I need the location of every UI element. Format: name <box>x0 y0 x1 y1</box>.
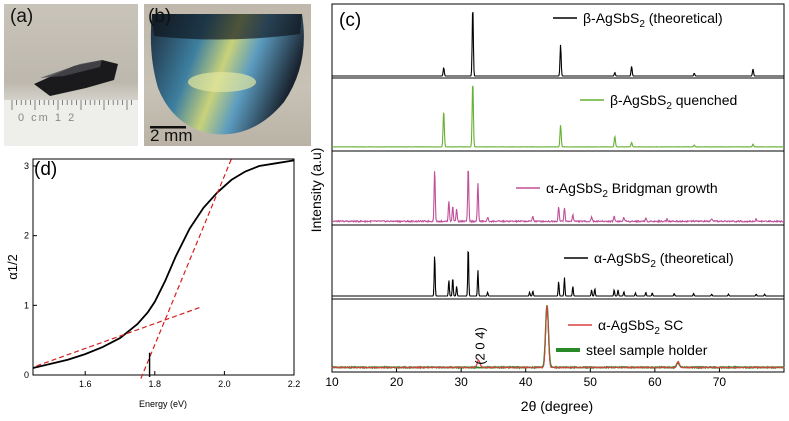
legend-label: steel sample holder <box>586 342 708 358</box>
xrd-chart: 10 20 30 40 50 60 70 β-AgSbS2 (theoretical) β-A… <box>308 3 785 414</box>
y-tick-label: 3 <box>24 161 29 171</box>
x-axis-label: 2θ (degree) <box>521 398 593 414</box>
x-tick-label: 2.0 <box>218 379 231 389</box>
panel-label-d: (d) <box>34 159 57 180</box>
peak-annotation: (2 0 4) <box>473 327 488 365</box>
x-tick-label: 20 <box>390 375 404 389</box>
xrd-trace <box>331 305 785 370</box>
photo-panel-b: (b) 2 mm <box>144 4 311 146</box>
x-tick-label: 30 <box>454 375 468 389</box>
xrd-trace <box>331 170 785 224</box>
x-tick-label: 40 <box>519 375 533 389</box>
x-axis-label: Energy (eV) <box>139 399 187 409</box>
ruler-text: 0 cm 1 2 <box>18 112 77 124</box>
x-tick-label: 60 <box>648 375 662 389</box>
absorption-curve <box>32 159 295 369</box>
x-tick-label: 2.2 <box>288 379 301 389</box>
panel-label-c: (c) <box>339 10 361 31</box>
y-tick-label: 0 <box>24 370 29 380</box>
xrd-trace <box>331 305 785 370</box>
xrd-trace <box>331 85 785 148</box>
x-tick-label: 10 <box>325 375 339 389</box>
y-tick-label: 1 <box>24 300 29 310</box>
x-tick-label: 1.8 <box>149 379 162 389</box>
crystal-photo-b <box>150 14 304 135</box>
xrd-trace <box>331 305 785 369</box>
legend-label: α-AgSbS2 SC <box>598 317 683 337</box>
x-tick-label: 70 <box>713 375 727 389</box>
y-axis-label: α1/2 <box>5 254 20 280</box>
legend-label: β-AgSbS2 (theoretical) <box>583 10 723 30</box>
photo-panel-a: 0 cm 1 2 (a) <box>4 4 138 146</box>
y-axis-label: Intensity (a.u) <box>308 148 324 233</box>
tangent-line <box>36 306 201 367</box>
legend-label: α-AgSbS2 Bridgman growth <box>546 180 718 200</box>
y-tick-label: 2 <box>24 231 29 241</box>
tangent-line <box>140 158 232 379</box>
xrd-trace <box>332 250 784 297</box>
x-tick-label: 50 <box>584 375 598 389</box>
crystal-photo-a <box>4 60 138 146</box>
scale-bar-label: 2 mm <box>150 126 193 145</box>
x-tick-label: 1.6 <box>79 379 92 389</box>
xrd-trace <box>332 11 784 77</box>
legend-label: α-AgSbS2 (theoretical) <box>594 250 734 270</box>
absorption-chart: 1.6 1.8 2.0 2.2 0 1 2 3 Energy (eV) α1/2 (d) <box>5 158 301 409</box>
xrd-plot-frame <box>331 3 785 373</box>
panel-label-a: (a) <box>10 6 34 27</box>
legend-label: β-AgSbS2 quenched <box>610 92 737 112</box>
panel-label-b: (b) <box>148 6 172 27</box>
plot-frame <box>32 158 295 376</box>
